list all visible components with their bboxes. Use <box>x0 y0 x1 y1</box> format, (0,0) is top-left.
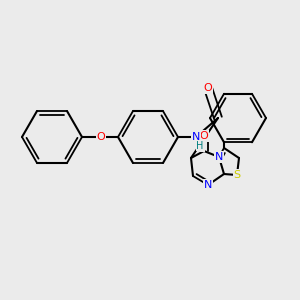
Text: O: O <box>200 131 208 141</box>
Text: S: S <box>233 170 241 180</box>
Text: O: O <box>204 83 212 93</box>
Text: O: O <box>200 131 208 141</box>
Text: H: H <box>197 142 205 152</box>
Text: H: H <box>196 141 204 151</box>
Text: O: O <box>97 132 105 142</box>
Text: O: O <box>97 132 105 142</box>
Text: O: O <box>204 83 212 93</box>
Text: N: N <box>192 132 200 142</box>
Text: N: N <box>204 180 212 190</box>
Text: N: N <box>215 152 223 162</box>
Text: N: N <box>192 132 200 142</box>
